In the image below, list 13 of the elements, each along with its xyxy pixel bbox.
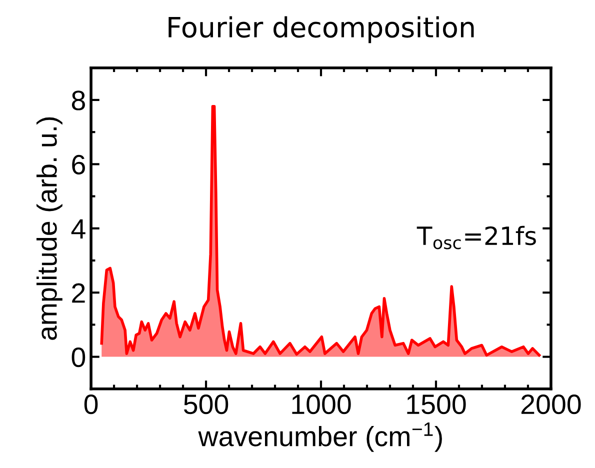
y-tick-label: 0 [72,347,86,368]
y-tick-label: 4 [71,219,86,238]
annotation: T$_{osc}$=21fs [416,226,536,250]
chart-title: Fourier decomposition [168,16,474,44]
y-axis-title: amplitude (arb. u.) [36,117,62,340]
x-tick-label: 500 [184,394,228,414]
y-tick-label: 6 [72,154,85,175]
y-tick-label: 2 [72,283,85,303]
x-axis-title: wavenumber (cm$^{−1}$) [198,422,442,452]
x-tick-label: 1000 [292,394,351,414]
y-tick-label: 8 [72,90,85,110]
x-tick-label: 2000 [521,394,581,414]
x-tick-label: 1500 [407,394,466,414]
